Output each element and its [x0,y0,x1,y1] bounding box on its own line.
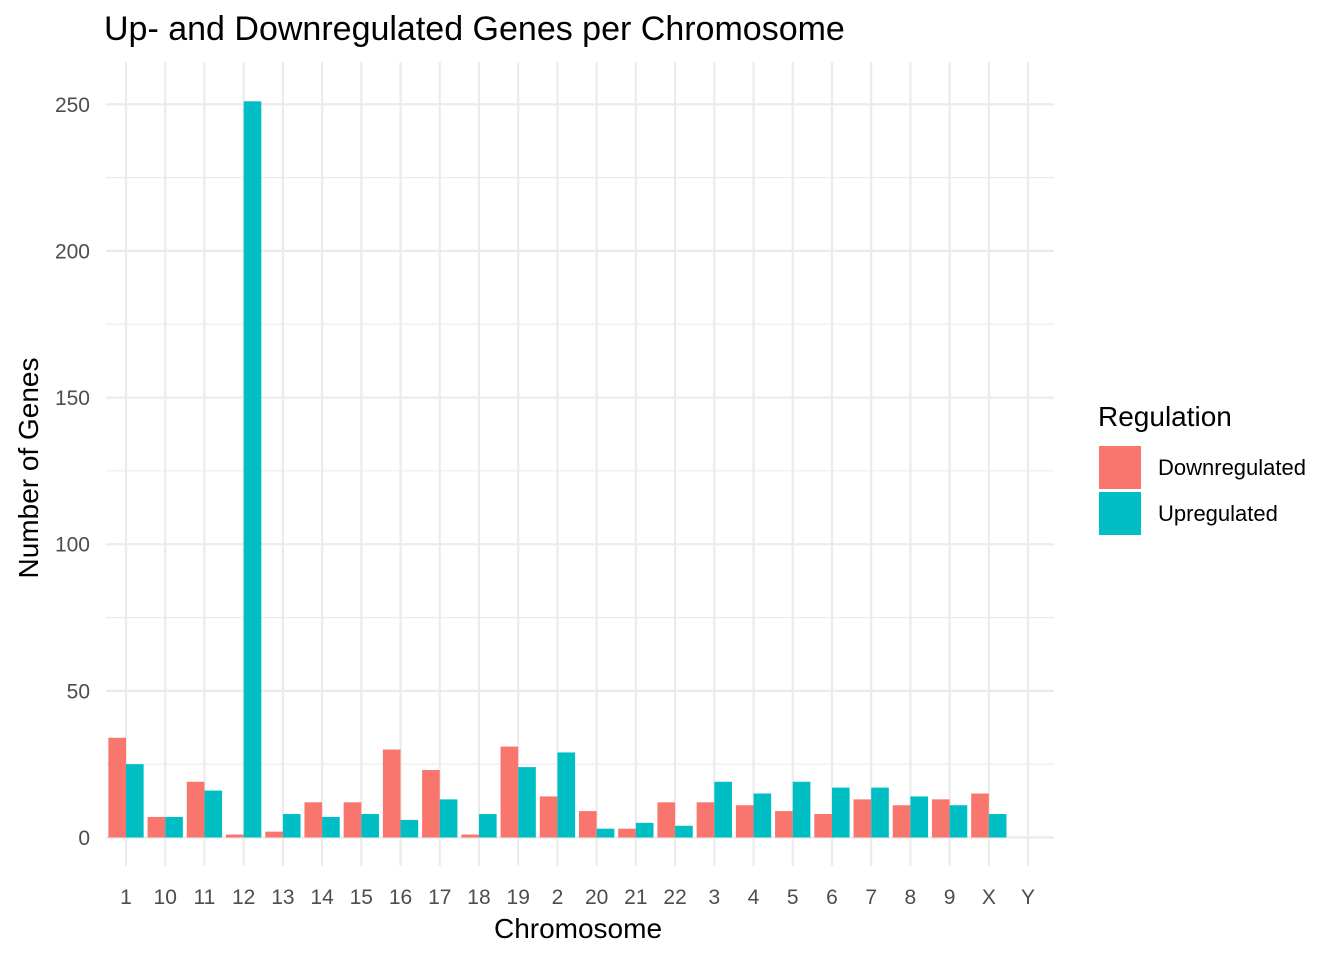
bar-upregulated-16 [400,819,419,838]
x-tick-label: 3 [708,886,720,909]
x-tick-label: 8 [905,886,917,909]
bar-downregulated-20 [578,811,597,838]
bar-upregulated-15 [361,814,379,838]
bar-upregulated-7 [871,787,889,838]
bar-downregulated-7 [853,799,872,838]
x-tick-label: 21 [624,886,647,909]
bar-upregulated-21 [635,822,654,838]
bar-downregulated-4 [735,805,754,838]
bar-downregulated-1 [108,737,126,838]
x-tick-label: 13 [271,886,294,909]
bar-upregulated-17 [439,799,458,838]
bar-upregulated-9 [949,805,968,838]
y-axis-title: Number of Genes [13,358,44,579]
bar-upregulated-11 [204,790,223,838]
legend-label-downregulated: Downregulated [1158,455,1306,480]
y-tick-label: 100 [55,534,90,557]
bar-downregulated-2 [539,796,558,838]
legend-key-downregulated [1099,446,1141,489]
bar-upregulated-2 [557,752,576,838]
bars [108,101,1007,838]
bar-downregulated-X [971,793,989,838]
x-tick-label: X [982,886,996,909]
y-tick-label: 250 [55,94,90,117]
legend-title: Regulation [1098,401,1232,432]
x-tick-label: 18 [467,886,490,909]
bar-upregulated-3 [714,781,732,838]
legend-label-upregulated: Upregulated [1158,501,1278,526]
x-tick-label: 20 [585,886,608,909]
y-tick-label: 200 [55,240,90,263]
bar-downregulated-15 [343,802,362,838]
bar-upregulated-14 [322,816,340,838]
x-tick-label: 4 [748,886,760,909]
bar-downregulated-14 [304,802,323,838]
chart-title: Up- and Downregulated Genes per Chromoso… [104,10,845,48]
bar-downregulated-17 [422,770,440,838]
bar-downregulated-12 [226,834,244,838]
bar-downregulated-8 [892,805,911,838]
bar-upregulated-13 [282,814,301,838]
bar-downregulated-18 [461,834,479,838]
x-axis-title: Chromosome [494,913,662,944]
bar-upregulated-12 [243,101,262,838]
bar-downregulated-16 [382,749,401,838]
x-tick-label: 16 [389,886,412,909]
bar-downregulated-3 [696,802,715,838]
bar-upregulated-19 [518,767,536,838]
bar-downregulated-22 [657,802,676,838]
bar-upregulated-8 [910,796,929,838]
bar-downregulated-19 [500,746,519,838]
x-tick-label: 9 [944,886,956,909]
x-tick-label: 7 [865,886,877,909]
bar-upregulated-6 [831,787,850,838]
x-tick-label: Y [1021,886,1035,909]
legend-key-upregulated [1099,492,1141,535]
x-tick-label: 2 [552,886,564,909]
x-tick-label: 11 [194,886,216,909]
bar-downregulated-5 [775,811,793,838]
bar-upregulated-22 [675,825,693,838]
x-tick-label: 17 [428,886,451,909]
bar-downregulated-9 [931,799,950,838]
x-tick-label: 10 [154,886,177,909]
bar-upregulated-1 [126,764,144,838]
x-tick-label: 22 [663,886,686,909]
bar-upregulated-20 [596,828,615,838]
bar-upregulated-18 [478,814,497,838]
y-tick-label: 150 [55,387,90,410]
tick-labels: 0 50 100 150 200 250 1 10 11 12 13 14 15 16 17 18 19 2 20 2… [55,94,1035,909]
grid [106,62,1054,866]
y-tick-label: 0 [78,827,90,850]
bar-downregulated-13 [265,831,283,838]
bar-downregulated-6 [814,814,832,838]
x-tick-label: 5 [787,886,799,909]
bar-downregulated-21 [618,828,636,838]
y-tick-label: 50 [67,680,90,703]
x-tick-label: 19 [507,886,530,909]
bar-downregulated-11 [186,781,205,838]
bar-downregulated-10 [147,816,166,838]
bar-upregulated-4 [753,793,772,838]
bar-upregulated-X [988,814,1007,838]
x-tick-label: 14 [310,886,334,909]
x-tick-label: 15 [350,886,373,909]
bar-upregulated-10 [165,816,183,838]
x-tick-label: 1 [120,886,132,909]
x-tick-label: 12 [232,886,255,909]
bar-upregulated-5 [792,781,811,838]
legend: Regulation Downregulated Upregulated [1098,401,1306,535]
x-tick-label: 6 [826,886,838,909]
